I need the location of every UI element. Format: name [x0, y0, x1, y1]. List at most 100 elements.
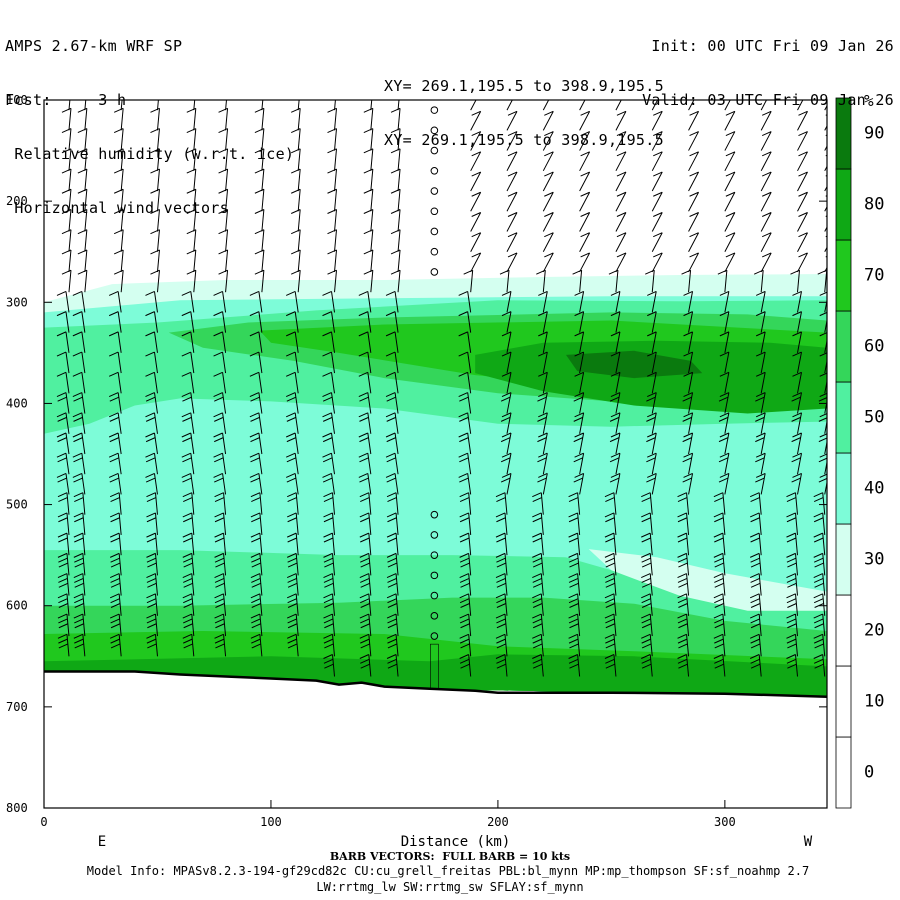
barb-feather [787, 603, 797, 608]
barb-feather [74, 638, 84, 644]
barb-feather [215, 562, 225, 568]
barb-feather [507, 110, 518, 116]
barb-shaft [81, 412, 86, 434]
barb-feather [183, 517, 193, 523]
barb-shaft [370, 148, 374, 171]
barb-shaft [84, 270, 88, 293]
barb-feather [359, 633, 370, 639]
barb-feather [254, 188, 265, 194]
barb-feather [580, 171, 590, 177]
barb-feather [725, 212, 736, 217]
barb-shaft [822, 614, 826, 637]
barb-shaft [722, 654, 726, 677]
barb-shaft [225, 209, 229, 232]
barb-feather [819, 433, 827, 438]
barb-shaft [118, 533, 122, 556]
barb-shaft [81, 453, 86, 475]
barb-feather [73, 477, 83, 483]
barb-shaft [615, 412, 621, 434]
barb-feather [536, 269, 546, 275]
barb-shaft [824, 270, 827, 293]
barb-shaft [395, 654, 399, 677]
barb-feather [496, 603, 507, 608]
barb-feather [761, 131, 772, 137]
barb-shaft [651, 171, 663, 192]
barb-feather [647, 412, 657, 418]
barb-shaft [394, 412, 399, 434]
barb-shaft [542, 270, 546, 293]
barb-feather [641, 582, 652, 588]
barb-feather [678, 603, 688, 608]
barb-feather [678, 663, 688, 669]
x-tick-label: 200 [487, 815, 509, 829]
barb-feather [689, 252, 699, 258]
barb-feather [507, 252, 518, 258]
barb-feather [653, 151, 663, 157]
barb-feather [605, 517, 615, 523]
barb-feather [387, 517, 397, 523]
barb-shaft [613, 634, 617, 657]
barb-shaft [506, 331, 512, 353]
barb-feather [761, 151, 772, 157]
barb-shaft [370, 168, 374, 192]
barb-shaft [822, 512, 826, 535]
barb-feather [385, 452, 396, 458]
barb-feather [181, 473, 191, 478]
barb-feather [682, 396, 692, 402]
barb-feather [818, 457, 827, 463]
barb-feather [798, 171, 808, 177]
barb-feather [471, 171, 481, 177]
barb-shaft [506, 252, 518, 273]
barb-shaft [223, 492, 227, 515]
barb-feather [145, 432, 155, 438]
barb-shaft [797, 212, 808, 232]
barb-feather [58, 497, 68, 502]
barb-shaft [118, 512, 122, 535]
barb-shaft [722, 634, 726, 657]
barb-feather [653, 171, 663, 177]
barb-feather [290, 209, 301, 214]
barb-shaft [261, 189, 265, 212]
barb-feather [653, 131, 663, 137]
barb-shaft [259, 614, 263, 637]
barb-shaft [397, 209, 401, 232]
barb-feather [496, 663, 507, 669]
barb-feather [683, 290, 693, 296]
barb-feather [653, 232, 663, 238]
barb-feather [755, 477, 765, 483]
barb-feather [813, 658, 824, 664]
barb-shaft [651, 331, 657, 353]
barb-shaft [577, 634, 581, 657]
barb-feather [181, 392, 191, 397]
barb-shaft [81, 372, 86, 394]
barb-shaft [651, 212, 663, 232]
barb-feather [214, 512, 224, 518]
barb-shaft [688, 212, 699, 232]
barb-feather [616, 191, 627, 197]
barb-shaft [824, 185, 827, 192]
barb-shaft [760, 291, 766, 313]
barb-feather [609, 396, 620, 402]
barb-shaft [506, 171, 518, 192]
barb-shaft [468, 573, 472, 596]
barb-feather [750, 582, 761, 588]
barb-feather [574, 412, 584, 418]
barb-feather [360, 603, 370, 608]
barb-shaft [191, 573, 195, 596]
barb-feather [786, 512, 796, 518]
barb-feather [714, 663, 724, 669]
y-tick-label: 700 [6, 700, 28, 714]
barb-shaft [467, 432, 472, 455]
barb-feather [791, 477, 801, 483]
barb-shaft [295, 492, 299, 515]
barb-feather [458, 311, 468, 317]
x-end-label-left: E [98, 834, 106, 850]
vector-name: Horizontal wind vectors [5, 199, 229, 217]
barb-feather [641, 643, 652, 649]
barb-shaft [68, 148, 72, 171]
barb-feather [616, 110, 627, 116]
barb-feather [56, 290, 67, 296]
barb-shaft [68, 108, 72, 131]
barb-shaft [153, 352, 158, 374]
barb-feather [386, 396, 396, 402]
